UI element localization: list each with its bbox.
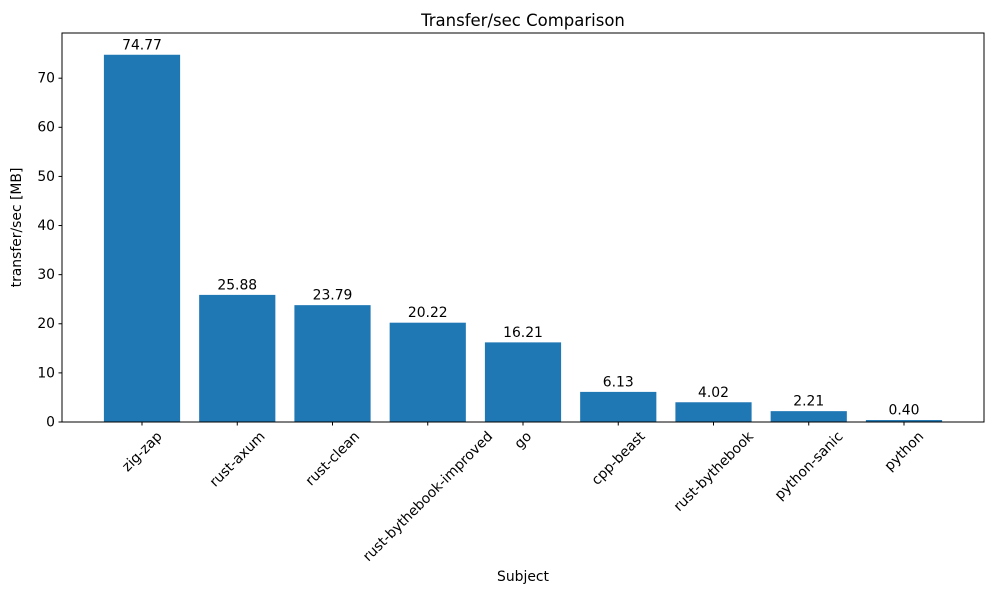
bar-rust-clean bbox=[294, 305, 371, 422]
plot-area: 74.77 25.88 23.79 20.22 16.21 6.13 4.02 2.21 0.4… bbox=[37, 32, 985, 565]
bar-rust-bythebook-improved bbox=[389, 322, 466, 422]
chart-title: Transfer/sec Comparison bbox=[420, 11, 625, 30]
bar-go bbox=[484, 342, 562, 422]
y-tick-label: 50 bbox=[37, 169, 55, 185]
y-tick-label: 20 bbox=[37, 316, 55, 332]
bar-value-label: 6.13 bbox=[603, 374, 634, 390]
x-tick-label: go bbox=[512, 429, 536, 453]
x-tick-label: rust-bythebook-improved bbox=[360, 429, 496, 565]
y-tick-label: 10 bbox=[37, 365, 55, 381]
bar-python bbox=[865, 420, 943, 422]
bar-value-label: 2.21 bbox=[793, 394, 824, 410]
x-tick-label: cpp-beast bbox=[589, 428, 649, 488]
bar-value-label: 0.40 bbox=[889, 403, 920, 419]
bar-value-label: 23.79 bbox=[313, 288, 353, 304]
y-tick-label: 70 bbox=[37, 71, 55, 87]
y-tick-label: 0 bbox=[46, 414, 55, 430]
x-tick-label: rust-axum bbox=[207, 429, 269, 491]
x-tick-label: rust-clean bbox=[303, 429, 364, 490]
bar-python-sanic bbox=[770, 411, 847, 422]
y-axis-label: transfer/sec [MB] bbox=[9, 168, 25, 288]
bar-zig-zap bbox=[103, 54, 181, 422]
bar-value-label: 74.77 bbox=[122, 37, 162, 53]
bar-value-label: 16.21 bbox=[503, 325, 543, 341]
y-tick-label: 40 bbox=[37, 218, 55, 234]
x-tick-label: python bbox=[882, 429, 928, 475]
bar-value-label: 20.22 bbox=[408, 305, 448, 321]
bar-value-label: 4.02 bbox=[698, 385, 729, 401]
x-tick-label: zig-zap bbox=[119, 429, 166, 476]
bar-rust-axum bbox=[199, 294, 276, 422]
y-tick-label: 60 bbox=[37, 120, 55, 136]
x-axis-label: Subject bbox=[497, 569, 549, 585]
x-tick-label: rust-bythebook bbox=[671, 429, 757, 515]
x-tick-label: python-sanic bbox=[772, 429, 847, 504]
bar-cpp-beast bbox=[580, 391, 657, 422]
bar-rust-bythebook bbox=[675, 402, 752, 422]
bar-value-label: 25.88 bbox=[217, 277, 257, 293]
y-tick-label: 30 bbox=[37, 267, 55, 283]
